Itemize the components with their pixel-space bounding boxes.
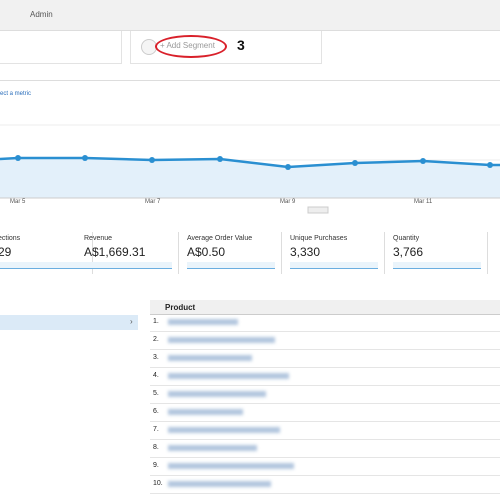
toggle[interactable] (307, 206, 329, 214)
row-index: 7. (153, 426, 159, 433)
row-border (150, 331, 500, 332)
x-label: Mar 5 (10, 199, 26, 205)
row-border (150, 439, 500, 440)
blurred-product (168, 409, 243, 415)
blurred-product (168, 355, 252, 361)
metric-value: A$0.50 (187, 245, 226, 259)
points (15, 155, 493, 170)
row-index: 8. (153, 444, 159, 451)
blurred-product (168, 481, 271, 487)
row-index: 4. (153, 372, 159, 379)
metric-name: Quantity (393, 235, 420, 242)
metric-separator (178, 232, 179, 274)
selected-row[interactable]: › (0, 315, 138, 330)
sparkline (0, 262, 86, 269)
blurred-product (168, 373, 289, 379)
row-index: 9. (153, 462, 159, 469)
metric-separator (281, 232, 282, 274)
add-segment-box[interactable]: + Add Segment 3 (130, 31, 322, 64)
line (0, 156, 500, 169)
row-index: 10. (153, 480, 163, 487)
area (0, 158, 500, 198)
row-index: 3. (153, 354, 159, 361)
row-border (150, 457, 500, 458)
trend-chart (0, 124, 500, 214)
x-label: Mar 7 (145, 199, 161, 205)
row-index: 5. (153, 390, 159, 397)
metric-name: ections (0, 235, 21, 242)
metric-name: Unique Purchases (290, 235, 348, 242)
x-label: Mar 9 (280, 199, 296, 205)
row-border (150, 349, 500, 350)
annotation: 3 (237, 37, 245, 53)
x-label: Mar 11 (414, 199, 433, 205)
blurred-product (168, 445, 257, 451)
sparkline (84, 262, 172, 269)
metric-separator (487, 232, 488, 274)
row-border (150, 367, 500, 368)
segment-box (0, 31, 122, 64)
metric-name: Average Order Value (187, 235, 253, 242)
row-border (150, 421, 500, 422)
metric-value: 29 (0, 245, 12, 259)
row-border (150, 475, 500, 476)
metric-separator (92, 232, 93, 274)
highlight-ellipse (155, 35, 227, 58)
blurred-product (168, 337, 275, 343)
row-index: 1. (153, 318, 159, 325)
blurred-product (168, 427, 280, 433)
metric-value: 3,766 (393, 245, 424, 259)
metric-value: 3,330 (290, 245, 321, 259)
blurred-product (168, 391, 266, 397)
metric-separator (384, 232, 385, 274)
metric-value: A$1,669.31 (84, 245, 146, 259)
row-index: 2. (153, 336, 159, 343)
row-index: 6. (153, 408, 159, 415)
row-border (150, 385, 500, 386)
divider (0, 80, 500, 81)
blurred-product (168, 463, 294, 469)
table-header: Product (150, 300, 500, 315)
sparkline (393, 262, 481, 269)
row-border (150, 403, 500, 404)
blurred-product (168, 319, 238, 325)
product-header: Product (165, 303, 196, 312)
admin-tab[interactable]: Admin (30, 10, 53, 19)
sparkline (290, 262, 378, 269)
metric-link[interactable]: ect a metric (0, 91, 32, 97)
top-bar: Admin (0, 0, 500, 31)
sparkline (187, 262, 275, 269)
metric-name: Revenue (84, 235, 113, 242)
row-arrow: › (130, 317, 133, 326)
